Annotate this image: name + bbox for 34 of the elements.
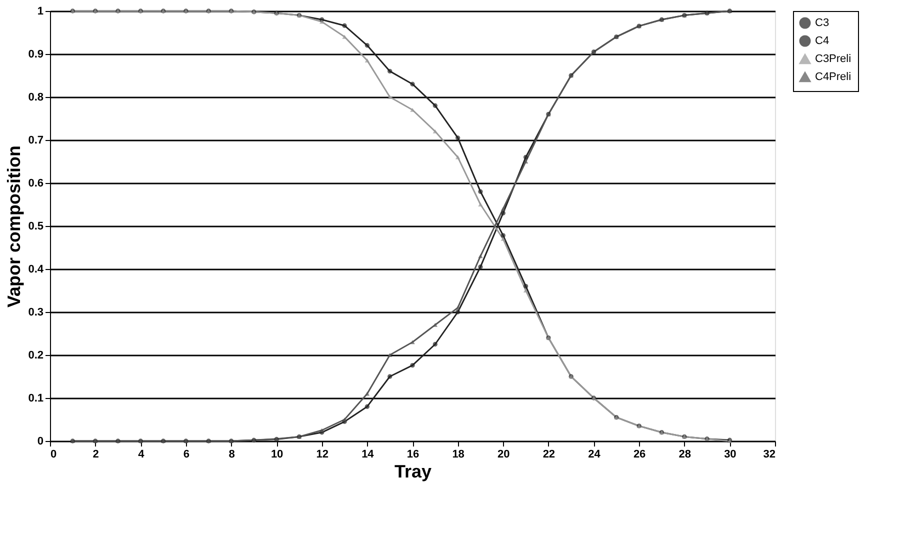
y-tick-label: 0.8 — [28, 92, 44, 104]
y-tick-label: 0.5 — [28, 220, 44, 232]
y-tick-label: 1 — [37, 6, 44, 18]
x-tick-label: 24 — [588, 448, 602, 460]
x-tick-label: 2 — [92, 448, 99, 460]
x-tick-label: 0 — [50, 448, 57, 460]
x-tick-label: 12 — [316, 448, 328, 460]
x-tick-label: 32 — [763, 448, 776, 460]
x-tick-label: 20 — [498, 448, 510, 460]
y-tick-label: 0.3 — [28, 306, 44, 318]
y-tick-label: 0.7 — [28, 134, 44, 146]
x-tick-label: 8 — [228, 448, 235, 460]
y-tick-label: 0 — [37, 436, 44, 448]
x-axis-title: Tray — [394, 462, 432, 482]
y-tick-label: 0.1 — [28, 392, 44, 404]
y-tick-label: 0.4 — [28, 264, 44, 276]
y-tick-label: 0.9 — [28, 48, 44, 60]
y-tick-label: 0.2 — [28, 350, 44, 362]
x-tick-label: 22 — [542, 448, 556, 460]
x-tick-label: 30 — [724, 448, 736, 460]
legend-label: C4 — [815, 35, 830, 47]
x-tick-label: 18 — [452, 448, 464, 460]
x-tick-label: 16 — [406, 448, 420, 460]
x-tick-label: 14 — [362, 448, 375, 460]
legend-label: C4Preli — [815, 71, 852, 83]
x-tick-label: 4 — [138, 448, 146, 460]
x-tick-label: 10 — [270, 448, 284, 460]
y-axis-title: Vapor composition — [4, 145, 24, 308]
x-tick-label: 28 — [678, 448, 691, 460]
y-tick-label: 0.6 — [28, 178, 44, 190]
x-tick-label: 26 — [633, 448, 646, 460]
x-tick-label: 6 — [183, 448, 190, 460]
legend-label: C3 — [815, 17, 830, 29]
legend-label: C3Preli — [815, 53, 852, 65]
